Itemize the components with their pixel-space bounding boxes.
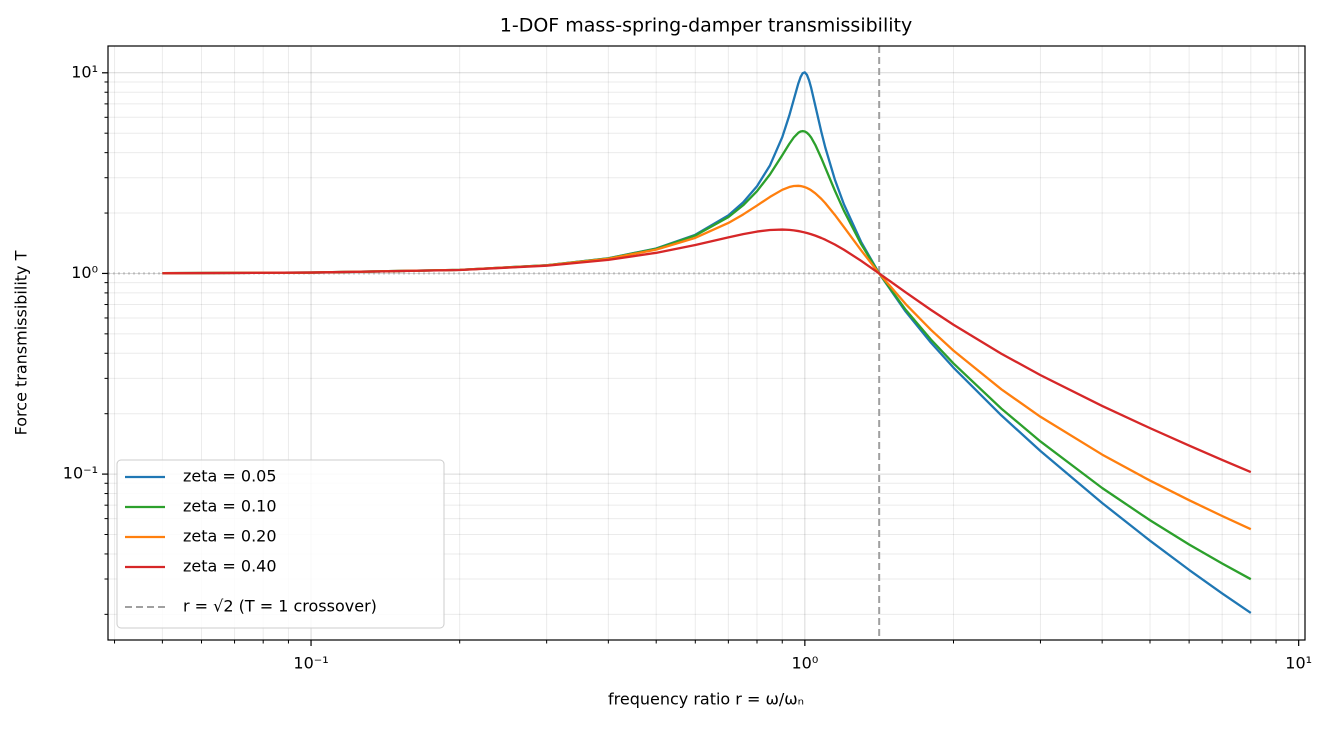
x-tick-label: 10⁻¹ [293, 654, 328, 673]
series-line [162, 228, 1252, 474]
legend: zeta = 0.05 zeta = 0.10 zeta = 0.20 zeta = … [116, 459, 445, 629]
legend-label: zeta = 0.40 [183, 557, 277, 576]
legend-label: zeta = 0.20 [183, 527, 277, 546]
x-tick-label: 10¹ [1285, 654, 1312, 673]
legend-label: r = √2 (T = 1 crossover) [183, 597, 377, 616]
y-tick-label: 10⁻¹ [63, 464, 98, 483]
series-line [162, 184, 1252, 531]
y-tick-label: 10⁰ [71, 263, 98, 282]
y-axis-label: Force transmissibility T [12, 250, 31, 435]
chart-title: 1-DOF mass-spring-damper transmissibilit… [500, 15, 912, 37]
series-line [162, 129, 1252, 581]
y-tick-label: 10¹ [71, 62, 98, 81]
x-tick-label: 10⁰ [791, 654, 818, 673]
legend-box [116, 459, 445, 629]
x-axis-label: frequency ratio r = ω/ωₙ [608, 690, 804, 709]
legend-label: zeta = 0.05 [183, 467, 277, 486]
plot-frame [107, 45, 1306, 641]
legend-label: zeta = 0.10 [183, 497, 277, 516]
